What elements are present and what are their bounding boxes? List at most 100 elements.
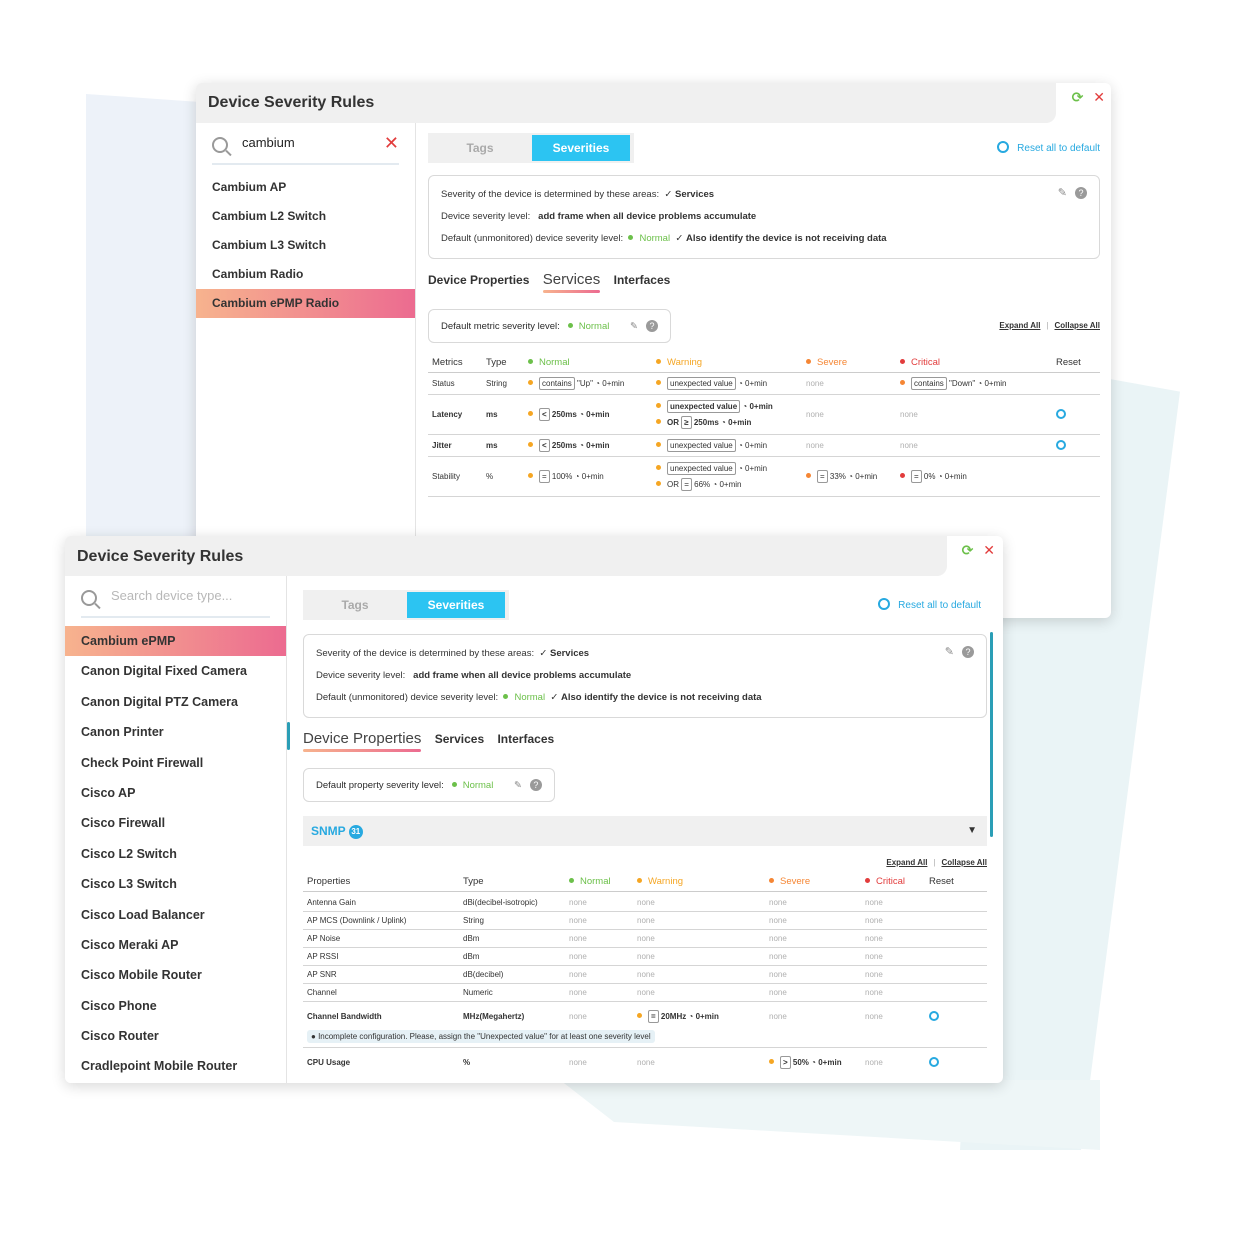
severe-cell[interactable]: none	[802, 434, 896, 457]
warning-cell[interactable]: none	[633, 983, 765, 1002]
close-icon[interactable]: ✕	[983, 542, 995, 558]
sidebar-item[interactable]: Cradlepoint Mobile Router	[81, 1059, 238, 1074]
subtab-services[interactable]: Services	[542, 271, 601, 293]
edit-pencil-icon[interactable]: ✎	[1057, 187, 1067, 199]
severe-cell[interactable]: none	[765, 965, 861, 984]
help-icon[interactable]: ?	[645, 320, 658, 332]
chevron-down-icon[interactable]: ▼	[967, 825, 977, 836]
normal-cell[interactable]: none	[565, 911, 633, 930]
reset-all-button[interactable]: Reset all to default	[878, 598, 981, 611]
warning-cell[interactable]: = 20MHz ◔ 0+min	[633, 1002, 765, 1028]
table-row[interactable]: Channel Numeric none none none none	[303, 983, 987, 1002]
close-icon[interactable]: ✕	[1093, 89, 1105, 105]
table-row[interactable]: AP MCS (Downlink / Uplink) String none n…	[303, 911, 987, 930]
severe-cell[interactable]: none	[765, 947, 861, 966]
sidebar-item[interactable]: Canon Printer	[81, 725, 164, 740]
sidebar-item[interactable]: Cisco AP	[81, 785, 136, 800]
sidebar-item[interactable]: Canon Digital PTZ Camera	[81, 694, 238, 709]
sidebar-item[interactable]: Cambium Radio	[212, 267, 304, 281]
warning-cell[interactable]: none	[633, 894, 765, 912]
critical-cell[interactable]: none	[861, 894, 925, 912]
help-icon[interactable]: ?	[529, 779, 542, 791]
table-row[interactable]: Stability % = 100% ◔ 0+min unexpected va…	[428, 456, 1100, 497]
critical-cell[interactable]: none	[896, 394, 1052, 435]
expand-all-link[interactable]: Expand All	[999, 321, 1041, 330]
tab-tags[interactable]: Tags	[466, 141, 494, 155]
table-row[interactable]: CPU Usage % none none > 50% ◔ 0+min none	[303, 1047, 987, 1070]
severe-cell[interactable]: none	[802, 372, 896, 395]
table-row[interactable]: Status String contains "Up" ◔ 0+min unex…	[428, 372, 1100, 395]
subtab-services[interactable]: Services	[434, 732, 485, 746]
sidebar-item[interactable]: Cambium AP	[212, 180, 287, 194]
normal-cell[interactable]: none	[565, 894, 633, 912]
normal-cell[interactable]: none	[565, 983, 633, 1002]
warning-cell[interactable]: none	[633, 965, 765, 984]
critical-cell[interactable]: none	[861, 1047, 925, 1070]
sidebar-item[interactable]: Cambium L2 Switch	[212, 209, 327, 223]
sidebar-item[interactable]: Cisco Load Balancer	[81, 907, 205, 922]
severe-cell[interactable]: none	[765, 929, 861, 948]
refresh-icon[interactable]: ⟳	[1071, 89, 1084, 105]
critical-cell[interactable]: contains "Down" ◔ 0+min	[896, 372, 1052, 395]
critical-cell[interactable]: = 0% ◔ 0+min	[896, 456, 1052, 497]
sidebar-item-selected[interactable]: Cambium ePMP	[65, 626, 286, 657]
normal-cell[interactable]: none	[565, 929, 633, 948]
severe-cell[interactable]: none	[765, 894, 861, 912]
edit-pencil-icon[interactable]: ✎	[629, 321, 638, 332]
properties-table-scroll[interactable]: Properties Type Normal Warning Severe Cr…	[303, 872, 987, 962]
warning-cell[interactable]: unexpected value ◔ 0+min OR = 66% ◔ 0+mi…	[652, 456, 802, 497]
table-row[interactable]: AP RSSI dBm none none none none	[303, 947, 987, 966]
tab-tags[interactable]: Tags	[341, 598, 369, 612]
warning-cell[interactable]: unexpected value ◔ 0+min	[652, 434, 802, 457]
normal-cell[interactable]: none	[565, 965, 633, 984]
collapse-all-link[interactable]: Collapse All	[941, 858, 988, 867]
search-input[interactable]	[111, 588, 251, 603]
critical-cell[interactable]: none	[861, 965, 925, 984]
normal-cell[interactable]: none	[565, 1047, 633, 1070]
normal-cell[interactable]: none	[565, 947, 633, 966]
table-row[interactable]: Antenna Gain dBi(decibel-isotropic) none…	[303, 894, 987, 912]
refresh-icon[interactable]: ⟳	[961, 542, 974, 558]
critical-cell[interactable]: none	[861, 983, 925, 1002]
warning-cell[interactable]: none	[633, 911, 765, 930]
warning-cell[interactable]: none	[633, 929, 765, 948]
reset-row-icon[interactable]	[929, 1010, 939, 1021]
edit-pencil-icon[interactable]: ✎	[944, 646, 954, 658]
sidebar-item[interactable]: Cambium L3 Switch	[212, 238, 327, 252]
warning-cell[interactable]: none	[633, 1047, 765, 1070]
normal-cell[interactable]: none	[569, 1012, 587, 1021]
sidebar-item[interactable]: Cisco Router	[81, 1029, 159, 1044]
normal-cell[interactable]: = 100% ◔ 0+min	[524, 456, 652, 497]
reset-row-icon[interactable]	[1056, 408, 1066, 419]
warning-cell[interactable]: unexpected value ◔ 0+min OR ≥ 250ms ◔ 0+…	[652, 394, 802, 435]
subtab-interfaces[interactable]: Interfaces	[613, 273, 671, 287]
severe-cell[interactable]: = 33% ◔ 0+min	[802, 456, 896, 497]
sidebar-item[interactable]: Cisco L3 Switch	[81, 877, 177, 892]
critical-cell[interactable]: none	[861, 911, 925, 930]
search-input[interactable]	[242, 135, 382, 150]
severe-cell[interactable]: > 50% ◔ 0+min	[765, 1047, 861, 1070]
snmp-section-header[interactable]: SNMP 31 ▼	[303, 816, 987, 846]
sidebar-item[interactable]: Cisco Phone	[81, 998, 157, 1013]
normal-cell[interactable]: < 250ms ◔ 0+min	[524, 394, 652, 435]
properties-table-body[interactable]: Antenna Gain dBi(decibel-isotropic) none…	[303, 894, 987, 1070]
sidebar-scrollbar[interactable]	[287, 722, 290, 750]
severe-cell[interactable]: none	[765, 983, 861, 1002]
critical-cell[interactable]: none	[896, 434, 1052, 457]
sidebar-item[interactable]: Cisco Meraki AP	[81, 937, 179, 952]
warning-cell[interactable]: unexpected value ◔ 0+min	[652, 372, 802, 395]
table-row[interactable]: Jitter ms < 250ms ◔ 0+min unexpected val…	[428, 434, 1100, 457]
critical-cell[interactable]: none	[861, 947, 925, 966]
expand-all-link[interactable]: Expand All	[886, 858, 928, 867]
help-icon[interactable]: ?	[1075, 187, 1087, 199]
sidebar-item[interactable]: Canon Digital Fixed Camera	[81, 664, 248, 679]
sidebar-item[interactable]: Check Point Firewall	[81, 755, 204, 770]
table-row[interactable]: AP Noise dBm none none none none	[303, 929, 987, 948]
sidebar-item[interactable]: Cisco Firewall	[81, 816, 166, 831]
content-scrollbar[interactable]	[990, 632, 993, 837]
normal-cell[interactable]: contains "Up" ◔ 0+min	[524, 372, 652, 395]
reset-row-icon[interactable]	[929, 1056, 939, 1067]
sidebar-item-selected[interactable]: Cambium ePMP Radio	[196, 289, 415, 318]
collapse-all-link[interactable]: Collapse All	[1054, 321, 1101, 330]
help-icon[interactable]: ?	[962, 646, 974, 658]
